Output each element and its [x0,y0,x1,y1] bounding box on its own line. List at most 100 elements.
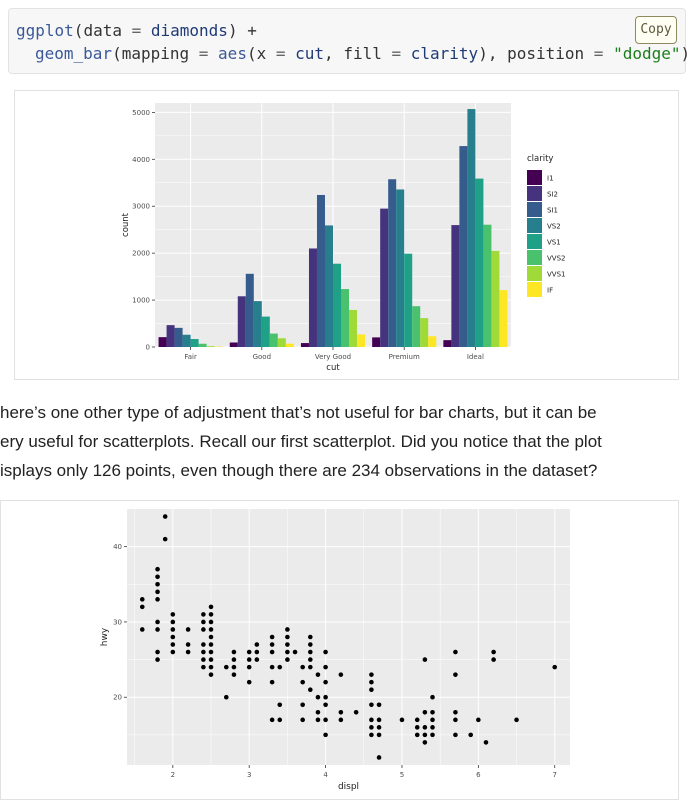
scatter-point [208,664,214,670]
bar [269,333,278,347]
code-string: "dodge" [613,44,681,63]
scatter-point [155,657,160,662]
y-tick-label: 3000 [132,203,150,211]
x-axis-title: cut [326,363,340,373]
code-operator: = [266,44,296,63]
scatter-point [246,679,252,685]
code-arg-name: fill [343,44,382,63]
scatter-point [514,717,519,723]
legend-title: clarity [527,154,553,164]
y-tick-label: 1000 [132,297,150,305]
scatter-point [170,634,176,640]
code-block: ggplot(data = diamonds) + geom_bar(mappi… [8,8,690,74]
scatter-point [338,717,344,723]
scatter-point [323,664,328,670]
legend-label: VS1 [547,239,561,247]
scatter-point [269,664,275,670]
legend-label: VVS2 [547,255,565,263]
scatter-point [155,619,160,625]
code-function: ggplot [16,21,74,40]
bar [206,346,215,347]
code-arg-name: x [256,44,267,63]
scatter-point [308,634,313,640]
code-punct: ( [73,21,84,40]
bar [443,340,452,347]
paragraph-line: isplays only 126 points, even though the… [0,461,598,480]
y-axis-title: hwy [100,627,110,646]
bar [158,337,167,347]
scatter-point [170,627,176,632]
code-arg-name: position [507,44,585,63]
code-punct: , [324,44,344,63]
bar [341,289,350,347]
scatter-point [223,664,229,670]
body-paragraph: here’s one other type of adjustment that… [0,398,692,485]
scatter-point [201,649,206,655]
scatter-point [453,649,458,655]
legend-label: VS2 [547,223,561,231]
legend-key [527,202,542,217]
legend-label: I1 [547,175,554,183]
scatter-point [315,694,321,700]
scatter-point [155,649,160,655]
code-punct: ), [478,44,508,63]
y-tick-label: 20 [113,694,122,702]
scatter-point [300,664,305,670]
scatter-point [185,627,191,632]
scatter-point [285,649,290,655]
scatter-point [323,694,328,700]
scatter-point [422,657,428,662]
bar [372,337,381,347]
code-arg-value: cut [295,44,325,63]
bar [388,179,397,347]
code-line-2: geom_bar(mapping = aes(x = cut, fill = c… [35,44,690,64]
bar [324,225,333,347]
scatter-point [254,642,260,647]
legend-key [527,266,542,281]
scatter-point [376,717,382,723]
scatter-point [185,642,191,647]
scatter-point [208,672,214,677]
bar [261,316,270,347]
scatter-point [139,604,145,610]
bar [451,225,460,347]
x-tick-label: 4 [323,771,328,779]
scatter-chart: 2 3 4 5 6 7 20 30 40 displ hwy [100,509,570,792]
scatter-point [414,717,420,723]
scatter-point [201,664,206,670]
scatter-point [208,642,214,647]
scatter-point [338,709,344,715]
scatter-point [323,717,328,723]
scatter-point [483,740,489,745]
scatter-point [208,604,214,610]
scatter-point [185,649,191,655]
scatter-point [162,536,168,542]
bar [245,273,254,347]
scatter-point [453,732,458,738]
code-punct: ) + [227,21,257,40]
code-operator: = [189,44,219,63]
scatter-point [422,740,428,745]
x-axis-title: displ [338,782,359,792]
bar [308,248,317,347]
scatter-point [308,657,313,662]
code-punct: ( [112,44,122,63]
scatter-point [308,642,313,647]
scatter-point [201,657,206,662]
plot-panel [127,509,570,765]
legend-key [527,170,542,185]
legend-key [527,186,542,201]
scatter-chart-figure: 2 3 4 5 6 7 20 30 40 displ hwy [0,500,679,800]
legend-key [527,250,542,265]
scatter-point [254,657,260,662]
scatter-point [338,672,344,677]
bar [285,343,294,347]
scatter-point [323,702,328,708]
copy-button[interactable]: Copy [635,16,677,44]
bar [412,306,421,347]
x-tick-label: Premium [389,353,420,361]
scatter-point [269,634,275,640]
scatter-point [369,732,374,738]
scatter-point [430,709,435,715]
bar [316,194,325,347]
